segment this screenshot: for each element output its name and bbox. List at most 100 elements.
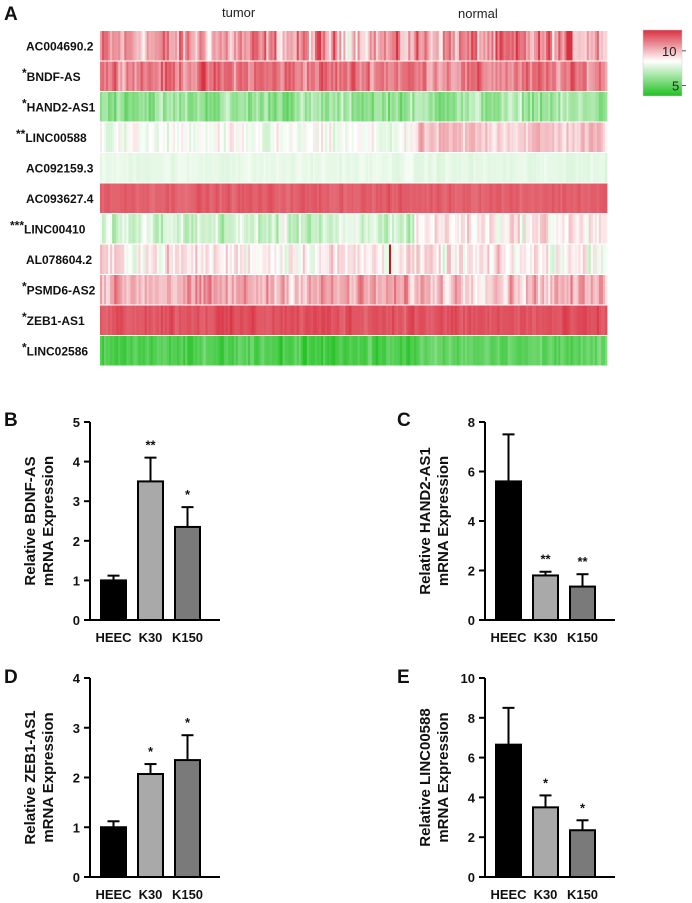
heatmap-cell: [576, 336, 580, 366]
heatmap-cell: [436, 61, 440, 91]
heatmap-cell: [465, 214, 468, 244]
heatmap-cell: [387, 31, 391, 61]
heatmap-cell: [552, 31, 555, 61]
heatmap-cell: [331, 275, 334, 305]
heatmap-cell: [351, 92, 354, 122]
heatmap-cell: [485, 92, 488, 122]
heatmap-cell: [150, 153, 154, 183]
heatmap-cell: [217, 61, 221, 91]
heatmap-cell: [217, 336, 221, 366]
heatmap-cell: [365, 31, 369, 61]
heatmap-cell: [434, 92, 438, 122]
heatmap-cell: [126, 275, 129, 305]
heatmap-cell: [485, 183, 488, 213]
heatmap-cell: [199, 305, 202, 335]
heatmap-cell: [452, 153, 456, 183]
heatmap-cell: [258, 336, 261, 366]
heatmap-cell: [513, 214, 517, 244]
heatmap-cell: [442, 122, 446, 152]
heatmap-cell: [325, 153, 328, 183]
heatmap-cell: [343, 61, 346, 91]
heatmap-cell: [473, 244, 476, 274]
heatmap-cell: [501, 214, 504, 244]
heatmap-cell: [175, 122, 178, 152]
heatmap-cell: [110, 183, 113, 213]
heatmap-cell: [428, 183, 431, 213]
heatmap-cell: [493, 183, 496, 213]
heatmap-cell: [345, 31, 348, 61]
heatmap-cell: [347, 244, 350, 274]
heatmap-cell: [371, 122, 375, 152]
heatmap-cell: [284, 305, 287, 335]
heatmap-cell: [347, 305, 350, 335]
heatmap-cell: [319, 31, 322, 61]
heatmap-cell: [205, 336, 208, 366]
heatmap-cell: [529, 214, 533, 244]
heatmap-cell: [392, 305, 395, 335]
heatmap-cell: [319, 275, 322, 305]
heatmap-cell: [292, 61, 296, 91]
heatmap-cell: [440, 336, 444, 366]
heatmap-cell: [574, 336, 577, 366]
panel-letter-e: E: [397, 667, 410, 688]
heatmap-cell: [292, 92, 296, 122]
heatmap-row-sig: **: [16, 127, 26, 141]
colorbar-tick-label: 5: [672, 79, 679, 94]
x-tick-label: K150: [172, 630, 203, 645]
heatmap-cell: [124, 153, 127, 183]
heatmap-cell: [414, 275, 417, 305]
heatmap-cell: [266, 61, 269, 91]
heatmap-cell: [142, 183, 146, 213]
heatmap-cell: [361, 183, 365, 213]
heatmap-cell: [284, 336, 287, 366]
heatmap-cell: [404, 31, 407, 61]
heatmap-cell: [276, 92, 279, 122]
heatmap-cell: [333, 305, 336, 335]
heatmap-cell: [256, 122, 259, 152]
heatmap-cell: [317, 336, 320, 366]
heatmap-cell: [296, 305, 300, 335]
heatmap-cell: [308, 244, 312, 274]
heatmap-cell: [347, 31, 350, 61]
heatmap-cell: [511, 275, 515, 305]
y-axis-title-line: mRNA Expression: [435, 456, 452, 586]
heatmap-cell: [343, 31, 346, 61]
heatmap-cell: [465, 31, 468, 61]
heatmap-cell: [434, 244, 438, 274]
heatmap-cell: [250, 183, 253, 213]
heatmap-cell: [438, 122, 442, 152]
heatmap-cell: [339, 153, 342, 183]
heatmap-cell: [529, 305, 533, 335]
heatmap-cell: [260, 31, 263, 61]
heatmap-cell: [310, 153, 314, 183]
heatmap-cell: [483, 122, 486, 152]
heatmap-cell: [556, 214, 559, 244]
heatmap-cell: [357, 61, 360, 91]
heatmap-cell: [491, 153, 494, 183]
heatmap-cell: [233, 275, 237, 305]
heatmap-cell: [365, 214, 369, 244]
heatmap-cell: [497, 305, 500, 335]
heatmap-cell: [531, 214, 535, 244]
heatmap-cell: [600, 183, 604, 213]
heatmap-cell: [223, 122, 227, 152]
heatmap-cell: [264, 92, 267, 122]
heatmap-cell: [436, 183, 440, 213]
heatmap-cell: [195, 244, 198, 274]
heatmap-cell: [448, 153, 452, 183]
heatmap-cell: [110, 305, 113, 335]
heatmap-cell: [495, 336, 498, 366]
heatmap-row-label: AC004690.2: [26, 39, 94, 53]
heatmap-cell: [499, 214, 502, 244]
heatmap-cell: [458, 153, 462, 183]
heatmap-cell: [442, 336, 446, 366]
heatmap-cell: [209, 305, 212, 335]
heatmap-cell: [446, 183, 450, 213]
heatmap-cell: [130, 214, 133, 244]
heatmap-cell: [225, 183, 229, 213]
heatmap-cell: [562, 61, 565, 91]
heatmap-cell: [260, 305, 263, 335]
heatmap-cell: [278, 275, 281, 305]
heatmap-cell: [132, 92, 135, 122]
heatmap-cell: [211, 214, 214, 244]
